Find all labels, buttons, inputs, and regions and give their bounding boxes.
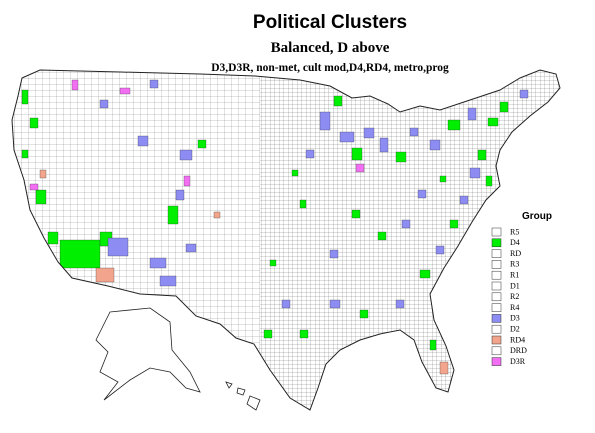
county-patch bbox=[249, 359, 259, 369]
legend-swatch bbox=[491, 270, 502, 280]
county-patch bbox=[449, 219, 459, 229]
legend-label: R3 bbox=[510, 260, 519, 269]
county-patch bbox=[99, 99, 109, 109]
county-patch bbox=[119, 87, 131, 95]
legend-swatch bbox=[491, 314, 502, 323]
county-patch bbox=[477, 149, 487, 161]
county-patch bbox=[29, 183, 39, 191]
legend-swatch bbox=[491, 249, 502, 258]
legend-swatch bbox=[491, 227, 502, 237]
county-patch bbox=[395, 151, 407, 163]
map-description: D3,D3R, non-met, cult mod,D4,RD4, metro,… bbox=[211, 62, 449, 74]
legend-swatch bbox=[491, 281, 502, 291]
legend-swatch bbox=[491, 303, 502, 312]
county-patch bbox=[39, 169, 47, 179]
legend-label: RD bbox=[510, 249, 521, 258]
county-patch bbox=[467, 107, 477, 121]
county-patch bbox=[487, 117, 499, 127]
hawaii bbox=[225, 381, 261, 411]
legend-swatch bbox=[491, 238, 502, 248]
legend-swatch bbox=[491, 346, 502, 356]
legend-label: D4 bbox=[510, 238, 520, 247]
county-patch bbox=[395, 299, 405, 309]
county-patch bbox=[71, 79, 79, 91]
county-patch bbox=[185, 243, 197, 253]
legend-swatch bbox=[491, 292, 502, 302]
county-patch bbox=[29, 117, 39, 129]
county-patch bbox=[47, 231, 59, 245]
alaska bbox=[95, 307, 201, 401]
county-patch bbox=[459, 195, 469, 205]
county-patch bbox=[213, 211, 221, 219]
county-patch bbox=[519, 89, 529, 99]
county-patch bbox=[21, 149, 29, 159]
county-patch bbox=[429, 139, 441, 151]
county-patch bbox=[291, 169, 299, 177]
county-patch bbox=[107, 237, 129, 257]
county-patch bbox=[329, 299, 341, 309]
county-patch bbox=[21, 89, 29, 105]
county-patch bbox=[149, 79, 159, 89]
county-patch bbox=[401, 219, 411, 229]
county-patch bbox=[319, 111, 331, 131]
county-patch bbox=[363, 127, 375, 139]
county-patch bbox=[439, 361, 449, 375]
county-patch bbox=[281, 299, 291, 309]
county-patch bbox=[359, 309, 369, 319]
county-patch bbox=[377, 231, 387, 241]
county-patch bbox=[339, 131, 355, 143]
county-patch bbox=[429, 339, 437, 351]
legend-label: R4 bbox=[510, 303, 519, 312]
county-patch bbox=[485, 175, 493, 187]
county-patch bbox=[269, 259, 277, 267]
legend-label: R1 bbox=[510, 271, 519, 280]
legend-swatch bbox=[491, 260, 502, 269]
county-patch bbox=[409, 127, 419, 137]
county-patch bbox=[149, 257, 167, 269]
county-patch bbox=[159, 275, 177, 287]
county-patch bbox=[469, 167, 481, 179]
county-patch bbox=[499, 101, 509, 113]
legend-label: D1 bbox=[510, 281, 520, 290]
county-patch bbox=[419, 269, 431, 279]
legend-label: DRD bbox=[510, 346, 527, 355]
legend-label: D3 bbox=[510, 314, 520, 323]
county-patch bbox=[351, 209, 361, 219]
county-patch bbox=[299, 329, 309, 339]
county-patch bbox=[299, 199, 307, 209]
map-subtitle: Balanced, D above bbox=[271, 40, 390, 56]
legend-swatch bbox=[491, 335, 502, 345]
county-patch bbox=[183, 175, 191, 187]
county-patch bbox=[435, 245, 445, 255]
county-patch bbox=[439, 175, 447, 183]
county-patch bbox=[35, 189, 47, 205]
legend-label: R2 bbox=[510, 292, 519, 301]
map-title: Political Clusters bbox=[253, 12, 407, 33]
county-patch bbox=[167, 205, 179, 225]
county-patch bbox=[333, 95, 343, 107]
county-patch bbox=[175, 189, 185, 201]
county-patch bbox=[305, 149, 315, 159]
legend-label: RD4 bbox=[510, 335, 525, 344]
legend-label: D3R bbox=[510, 357, 526, 366]
county-patch bbox=[263, 329, 273, 339]
legend-swatch bbox=[491, 357, 502, 366]
county-patch bbox=[137, 135, 149, 147]
county-patch bbox=[447, 119, 461, 131]
legend-label: D2 bbox=[510, 325, 520, 334]
legend-label: R5 bbox=[510, 227, 519, 236]
county-patch bbox=[329, 249, 339, 259]
county-patch bbox=[417, 189, 427, 199]
county-patch bbox=[197, 139, 207, 149]
county-patch bbox=[59, 239, 101, 269]
county-patch bbox=[179, 149, 193, 161]
county-patch bbox=[355, 163, 365, 173]
legend-title: Group bbox=[522, 211, 552, 222]
legend-swatch bbox=[491, 324, 502, 334]
county-patch bbox=[379, 137, 389, 153]
county-patch bbox=[351, 147, 363, 161]
county-patch bbox=[95, 267, 115, 283]
